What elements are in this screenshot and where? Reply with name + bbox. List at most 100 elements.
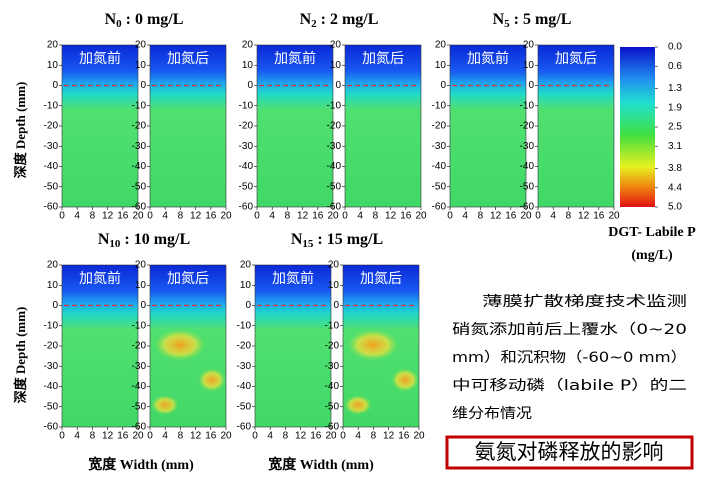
x-tick-label: 12 [190, 431, 202, 442]
y-tick-label: -40 [44, 381, 59, 392]
y-tick-label: 0 [335, 80, 341, 91]
heatmap [255, 265, 331, 427]
y-tick-label: 20 [435, 40, 447, 51]
y-tick-label: 20 [47, 260, 59, 271]
y-tick-label: 10 [435, 60, 447, 71]
heatmap [62, 45, 138, 207]
title-subscript: 15 [302, 238, 314, 250]
heatmap [345, 45, 421, 207]
y-tick-label: -40 [432, 161, 447, 172]
x-tick-label: 12 [190, 211, 202, 222]
panel-label: 加氮前 [274, 50, 316, 67]
x-tick-label: 0 [252, 431, 258, 442]
hotspot [154, 329, 206, 361]
y-tick-label: -30 [44, 141, 59, 152]
x-tick-label: 16 [505, 211, 517, 222]
colorbar-tick-label: 3.1 [668, 141, 682, 152]
y-tick-label: -10 [237, 320, 252, 331]
y-tick-label: 0 [140, 300, 146, 311]
colorbar-label: DGT- Labile P [608, 225, 696, 240]
x-tick-label: 0 [340, 431, 346, 442]
y-tick-label: -30 [44, 361, 59, 372]
x-tick-label: 4 [162, 211, 168, 222]
y-tick-label: -60 [44, 202, 59, 213]
group-title: N2 : 2 mg/L [300, 11, 379, 30]
x-tick-label: 4 [74, 211, 80, 222]
y-tick-label: 0 [333, 300, 339, 311]
y-tick-label: -20 [325, 341, 340, 352]
x-tick-label: 20 [327, 211, 339, 222]
y-tick-label: -10 [44, 320, 59, 331]
x-tick-label: 0 [342, 211, 348, 222]
x-tick-label: 12 [295, 431, 307, 442]
y-tick-label: 0 [528, 80, 534, 91]
description-line: mm）和沉积物（-60~0 mm） [452, 350, 687, 366]
description-line: 薄膜扩散梯度技术监测 [482, 294, 687, 310]
x-tick-label: 8 [566, 211, 572, 222]
x-tick-label: 16 [400, 211, 412, 222]
y-tick-label: -60 [432, 202, 447, 213]
y-tick-label: 20 [135, 260, 147, 271]
x-tick-label: 12 [102, 211, 114, 222]
hotspot [198, 368, 226, 392]
y-tick-label: -60 [325, 422, 340, 433]
y-tick-label: -60 [520, 202, 535, 213]
x-tick-label: 12 [102, 431, 114, 442]
y-tick-label: -30 [432, 141, 447, 152]
colorbar-unit: (mg/L) [631, 248, 673, 263]
y-tick-label: -60 [237, 422, 252, 433]
caption-box [445, 435, 694, 470]
y-tick-label: -30 [239, 141, 254, 152]
x-tick-label: 20 [608, 211, 620, 222]
description-line: 硝氮添加前后上覆水（0~20 [452, 321, 687, 338]
hotspot [344, 395, 372, 415]
y-tick-label: 20 [47, 40, 59, 51]
y-tick-label: -40 [239, 161, 254, 172]
y-tick-label: -50 [44, 401, 59, 412]
title-concentration: : 0 mg/L [122, 11, 184, 28]
y-tick-label: -20 [132, 121, 147, 132]
x-tick-label: 4 [74, 431, 80, 442]
x-tick-label: 12 [385, 211, 397, 222]
colorbar [620, 47, 655, 207]
y-tick-label: -20 [239, 121, 254, 132]
x-tick-label: 16 [398, 431, 410, 442]
panel-label: 加氮后 [167, 51, 209, 67]
panel-label: 加氮后 [167, 271, 209, 287]
x-tick-label: 0 [147, 431, 153, 442]
x-tick-label: 0 [447, 211, 453, 222]
y-tick-label: 0 [247, 80, 253, 91]
heatmap [150, 45, 226, 207]
title-subscript: 0 [116, 18, 122, 30]
heatmap [538, 45, 614, 207]
y-tick-label: -50 [325, 401, 340, 412]
panel-label: 加氮前 [79, 270, 121, 287]
x-tick-label: 20 [132, 211, 144, 222]
y-tick-label: 0 [52, 300, 58, 311]
y-tick-label: 10 [47, 60, 59, 71]
x-tick-label: 12 [383, 431, 395, 442]
y-tick-label: -40 [325, 381, 340, 392]
x-tick-label: 16 [205, 211, 217, 222]
y-tick-label: -50 [239, 181, 254, 192]
x-tick-label: 20 [220, 211, 232, 222]
x-tick-label: 8 [90, 431, 96, 442]
x-tick-label: 16 [593, 211, 605, 222]
hotspot [151, 395, 179, 415]
panel-label: 加氮前 [79, 50, 121, 67]
x-tick-label: 16 [310, 431, 322, 442]
y-tick-label: 20 [242, 40, 254, 51]
y-tick-label: 10 [240, 280, 252, 291]
y-tick-label: 20 [330, 40, 342, 51]
y-tick-label: 10 [135, 60, 147, 71]
title-symbol: N [105, 11, 117, 28]
hotspot [347, 329, 399, 361]
y-tick-label: 10 [135, 280, 147, 291]
title-symbol: N [291, 231, 303, 248]
x-tick-label: 16 [312, 211, 324, 222]
x-tick-label: 20 [413, 431, 425, 442]
x-tick-label: 12 [490, 211, 502, 222]
y-tick-label: -40 [520, 161, 535, 172]
colorbar-tick-label: 2.5 [668, 122, 682, 133]
